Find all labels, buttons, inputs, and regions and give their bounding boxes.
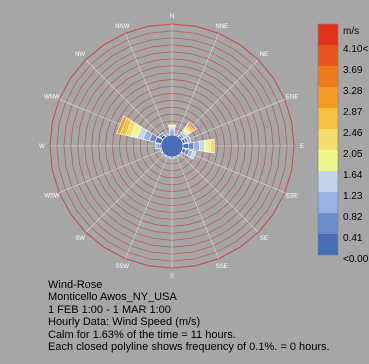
- legend-swatch: [318, 213, 338, 234]
- data-description: Hourly Data: Wind Speed (m/s): [48, 316, 201, 329]
- petal-segment: [169, 130, 175, 134]
- legend-swatch: [318, 108, 338, 129]
- legend-label: <0.00: [343, 254, 369, 265]
- legend-swatch: [318, 24, 338, 45]
- legend-swatch: [318, 234, 338, 255]
- legend-label: 2.46: [343, 128, 363, 139]
- chart-info: Wind-Rose Monticello Awos_NY_USA 1 FEB 1…: [48, 279, 330, 353]
- petal-segment: [156, 143, 160, 149]
- direction-spoke: [59, 149, 162, 193]
- direction-label: WNW: [44, 94, 60, 100]
- direction-label: SW: [75, 236, 85, 242]
- legend-label: 4.10<: [343, 44, 369, 55]
- calm-hub: [160, 134, 184, 158]
- petal-segment: [168, 126, 176, 130]
- direction-label: N: [170, 14, 174, 20]
- petal-segment: [209, 138, 215, 154]
- legend-unit-label: m/s: [343, 26, 360, 37]
- legend-label: 0.82: [343, 212, 363, 223]
- legend-swatch: [318, 171, 338, 192]
- direction-label: ESE: [286, 194, 298, 200]
- legend-label: 1.23: [343, 191, 363, 202]
- date-range: 1 FEB 1:00 - 1 MAR 1:00: [48, 303, 171, 316]
- direction-spoke: [179, 153, 259, 233]
- petal-segment: [188, 141, 195, 151]
- petal-segment: [204, 139, 211, 153]
- station-name: Monticello Awos_NY_USA: [48, 291, 177, 304]
- direction-label: E: [300, 144, 304, 150]
- chart-title: Wind-Rose: [48, 279, 103, 291]
- legend-swatch: [318, 45, 338, 66]
- legend-swatch: [318, 66, 338, 87]
- direction-label: SSE: [216, 264, 228, 270]
- direction-label: NW: [75, 52, 85, 58]
- direction-label: NNE: [215, 24, 228, 30]
- petal-segment: [189, 150, 197, 160]
- direction-label: NNW: [115, 24, 130, 30]
- legend-label: 2.05: [343, 149, 363, 160]
- direction-spoke: [182, 99, 285, 143]
- direction-label: SSW: [115, 264, 129, 270]
- petal-segment: [168, 124, 176, 128]
- legend-swatch: [318, 129, 338, 150]
- polyline-info: Each closed polyline shows frequency of …: [48, 341, 330, 354]
- petal-segment: [154, 142, 158, 150]
- direction-label: NE: [260, 52, 268, 58]
- direction-label: W: [39, 144, 45, 150]
- legend-label: 2.87: [343, 107, 363, 118]
- direction-label: S: [170, 274, 174, 280]
- calm-info: Calm for 1.63% of the time = 11 hours.: [48, 328, 236, 341]
- legend-label: 0.41: [343, 233, 363, 244]
- legend-frame: [317, 23, 339, 256]
- direction-spoke: [85, 153, 165, 233]
- legend-swatch: [318, 87, 338, 108]
- petal-segment: [116, 115, 128, 135]
- petal-segment: [158, 132, 165, 139]
- direction-spoke: [175, 156, 219, 259]
- legend-label: 1.64: [343, 170, 363, 181]
- petal-segment: [193, 141, 200, 151]
- direction-label: ENE: [286, 94, 298, 100]
- petal-segment: [198, 140, 206, 152]
- legend-swatch: [318, 192, 338, 213]
- direction-label: WSW: [44, 194, 60, 200]
- legend-swatch: [318, 150, 338, 171]
- petal-segment: [168, 128, 176, 132]
- legend-label: 3.28: [343, 86, 363, 97]
- direction-spoke: [125, 33, 169, 136]
- direction-spoke: [175, 33, 219, 136]
- direction-spoke: [125, 156, 169, 259]
- petal-segment: [185, 135, 192, 143]
- direction-spoke: [182, 149, 285, 193]
- legend-label: 3.69: [343, 65, 363, 76]
- direction-spoke: [85, 59, 165, 139]
- petal-segment: [182, 142, 189, 150]
- direction-label: SE: [260, 236, 268, 242]
- petal-segment: [187, 121, 197, 131]
